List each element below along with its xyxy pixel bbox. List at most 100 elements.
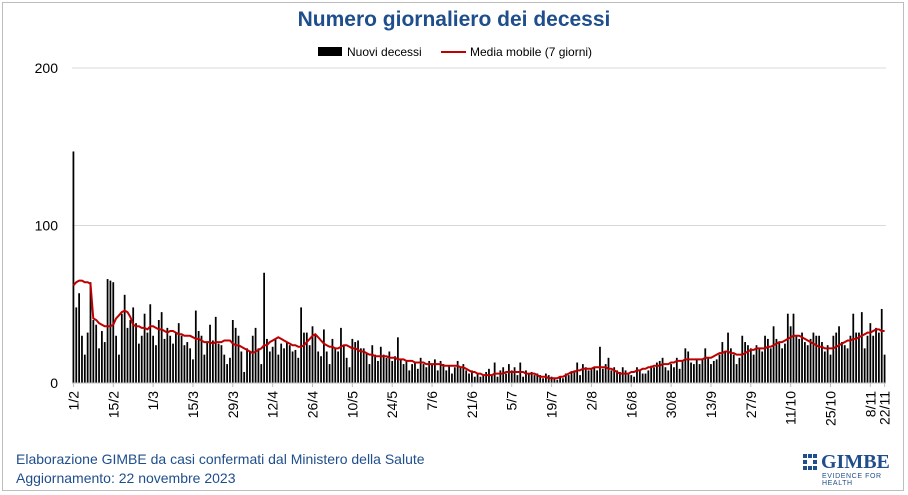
bar — [120, 313, 123, 383]
bar — [300, 307, 302, 383]
bar — [442, 364, 445, 383]
bar — [123, 294, 126, 383]
bar — [249, 351, 251, 383]
bar — [377, 360, 379, 383]
bar — [738, 357, 741, 383]
bar — [633, 376, 635, 383]
bar — [439, 360, 442, 383]
bar — [334, 348, 337, 383]
bar — [254, 327, 257, 383]
bar — [451, 373, 453, 383]
bar — [550, 376, 553, 383]
bar — [846, 348, 849, 383]
bar — [656, 362, 658, 383]
bar — [263, 272, 265, 383]
bar — [72, 151, 75, 383]
bar — [109, 280, 112, 383]
bar — [271, 346, 274, 383]
bar — [328, 364, 331, 383]
bar — [411, 364, 413, 383]
bar — [823, 351, 826, 383]
bar — [690, 362, 692, 383]
bar — [180, 335, 183, 383]
gimbe-logo-mark-icon — [802, 453, 818, 471]
gimbe-logo: GIMBE EVIDENCE FOR HEALTH — [800, 451, 900, 487]
bar — [829, 354, 832, 383]
bar — [214, 316, 217, 383]
bar — [391, 360, 394, 383]
bar — [465, 370, 468, 383]
x-tick-label: 22/11 — [877, 391, 893, 425]
bar — [701, 359, 704, 383]
bar — [445, 370, 448, 383]
bar — [704, 348, 707, 383]
bar — [832, 335, 835, 383]
chart-title: Numero giornaliero dei decessi — [297, 8, 611, 31]
bar — [416, 368, 419, 383]
bar — [610, 370, 613, 383]
bar — [129, 320, 132, 383]
bar — [616, 370, 618, 383]
bar — [710, 364, 712, 383]
bar — [809, 338, 812, 383]
x-tick-labels: 1/2 15/2 1/3 15/3 29/3 12/4 26/4 10/5 24/5 7/6 21/… — [65, 383, 893, 426]
bar — [815, 335, 818, 383]
bar — [152, 335, 154, 383]
bar — [126, 327, 129, 383]
bar — [462, 364, 465, 383]
bar — [98, 348, 100, 383]
bar — [226, 364, 228, 383]
y-tick-label: 0 — [50, 375, 58, 391]
bar — [78, 293, 80, 383]
bar — [379, 346, 382, 383]
bar — [536, 373, 539, 383]
bar — [388, 351, 391, 383]
credit-line: Elaborazione GIMBE da casi confermati da… — [16, 451, 425, 467]
bar — [869, 323, 872, 383]
bar — [283, 348, 285, 383]
x-tick-label: 21/6 — [464, 391, 480, 418]
y-tick-label: 200 — [35, 60, 59, 76]
logo-tagline: EVIDENCE FOR HEALTH — [822, 473, 882, 487]
bar — [340, 327, 342, 383]
bar — [149, 304, 152, 383]
bar — [860, 312, 863, 383]
bar — [510, 370, 513, 383]
bar — [456, 360, 459, 383]
bar — [584, 367, 587, 383]
bar — [872, 335, 875, 383]
bar — [843, 345, 846, 383]
bar — [237, 335, 240, 383]
bar — [684, 348, 687, 383]
y-tick-label: 100 — [35, 218, 59, 234]
bar — [140, 335, 143, 383]
bar — [727, 332, 729, 383]
bar — [545, 373, 547, 383]
x-tick-label: 15/3 — [185, 391, 201, 418]
x-tick-label: 1/3 — [145, 391, 161, 411]
bar — [103, 342, 106, 383]
bar — [667, 370, 670, 383]
bar — [621, 367, 624, 383]
bar — [434, 359, 436, 383]
bar — [678, 368, 681, 383]
bar — [530, 371, 533, 383]
bar — [732, 354, 735, 383]
bar — [826, 345, 829, 383]
bar — [212, 340, 214, 383]
bar — [337, 351, 339, 383]
bar — [821, 342, 823, 383]
bar — [118, 354, 120, 383]
legend-label-bars: Nuovi decessi — [347, 45, 422, 59]
bar-series — [72, 151, 886, 383]
bar — [693, 364, 695, 383]
bar — [795, 335, 798, 383]
bar — [166, 327, 169, 383]
bar — [83, 354, 86, 383]
logo-name: GIMBE — [821, 451, 890, 473]
bar — [405, 360, 408, 383]
y-tick-labels: 0 100 200 — [35, 60, 59, 391]
bar — [160, 312, 163, 383]
bar — [323, 329, 325, 383]
